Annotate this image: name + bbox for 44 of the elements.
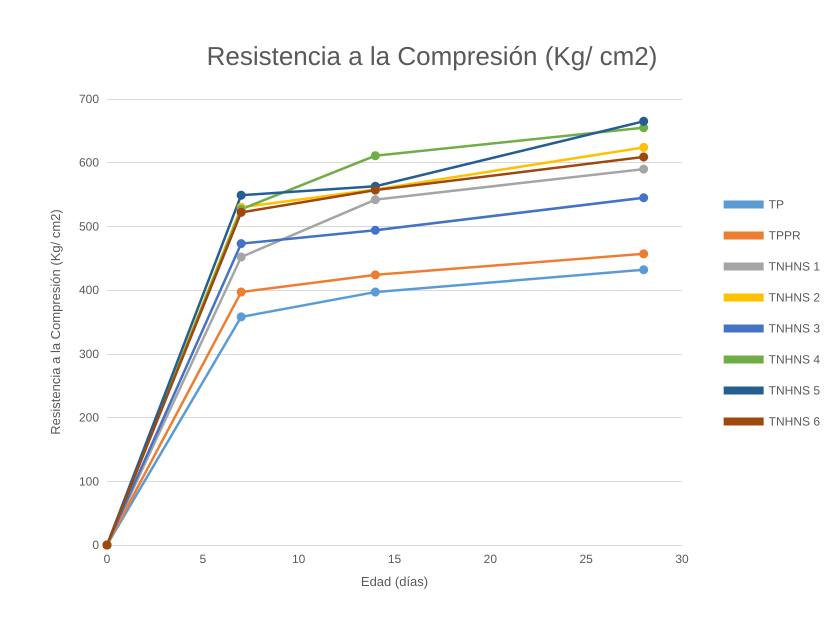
legend-label: TNHNS 1 (768, 260, 820, 274)
legend-label: TPPR (768, 228, 801, 242)
y-tick-label: 300 (78, 346, 100, 361)
point (639, 116, 648, 126)
point (370, 151, 380, 160)
point (639, 265, 648, 274)
point (236, 239, 246, 248)
point (639, 249, 648, 258)
y-tick-label: 100 (78, 474, 100, 488)
y-tick-label: 400 (78, 283, 100, 298)
point (236, 312, 246, 322)
x-tick-label: 20 (484, 552, 498, 566)
legend-label: TP (768, 198, 784, 212)
legend-label: TNHNS 2 (768, 290, 820, 304)
y-tick-label: 700 (78, 92, 100, 106)
x-axis-title: Edad (días) (360, 574, 428, 589)
x-tick-label: 0 (104, 552, 111, 566)
point (236, 288, 246, 297)
x-tick-label: 10 (292, 552, 306, 566)
point (639, 152, 648, 162)
point (370, 195, 380, 204)
y-tick-label: 600 (78, 156, 100, 170)
x-tick-label: 15 (388, 552, 402, 566)
x-tick-label: 25 (579, 552, 594, 566)
legend-label: TNHNS 6 (768, 414, 820, 428)
point (639, 193, 648, 202)
point (370, 226, 380, 235)
y-tick-label: 500 (78, 219, 100, 234)
x-tick-label: 30 (675, 552, 689, 566)
point (639, 142, 648, 152)
legend-label: TNHNS 5 (768, 384, 820, 398)
chart-title: Resistencia a la Compresión (Kg/ cm2) (206, 41, 658, 71)
point (639, 164, 648, 174)
legend-label: TNHNS 3 (768, 322, 820, 336)
x-tick-label: 5 (199, 552, 206, 566)
point (236, 208, 246, 217)
y-tick-label: 0 (92, 538, 100, 552)
point (370, 288, 380, 297)
y-tick-label: 200 (78, 410, 100, 425)
y-axis-title: Resistencia a la Compresión (Kg/ cm2) (48, 209, 63, 435)
point (236, 190, 246, 200)
point (236, 252, 246, 262)
point (370, 270, 380, 280)
legend-label: TNHNS 4 (768, 352, 820, 366)
